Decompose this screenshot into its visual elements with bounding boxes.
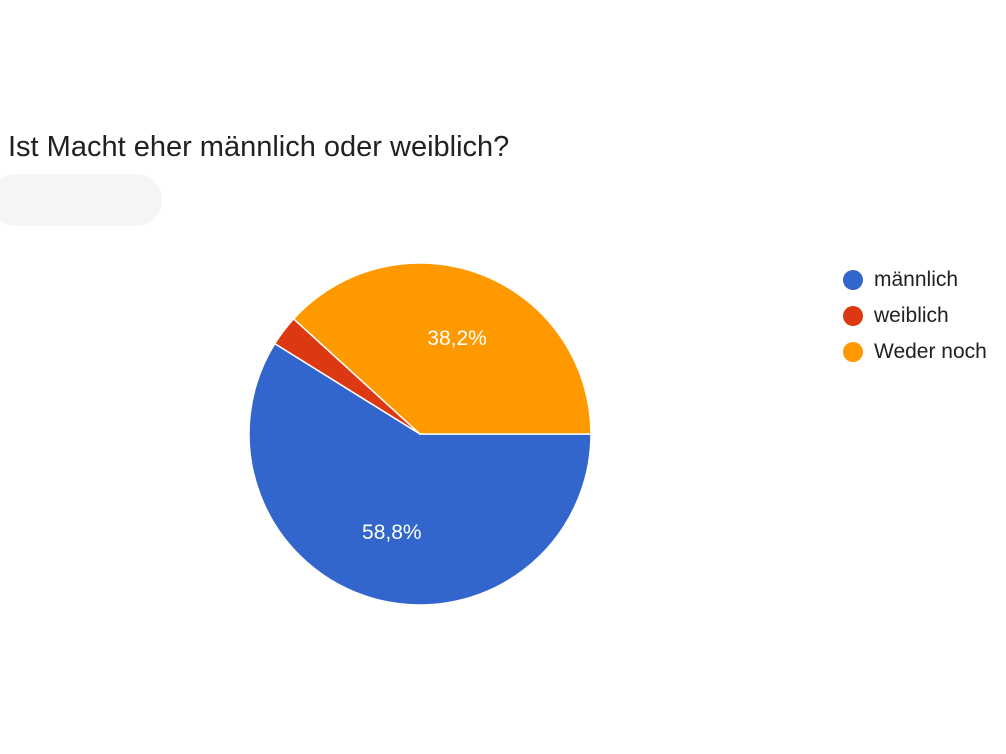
- chart-title: Ist Macht eher männlich oder weiblich?: [8, 131, 510, 163]
- chart-legend: männlich weiblich Weder noch: [843, 262, 987, 370]
- legend-item-maennlich[interactable]: männlich: [843, 262, 987, 298]
- legend-item-weder-noch[interactable]: Weder noch: [843, 334, 987, 370]
- slice-label-maennlich: 58,8%: [362, 521, 422, 544]
- legend-label: Weder noch: [874, 340, 987, 363]
- legend-label: männlich: [874, 268, 959, 291]
- pie-slice-maennlich[interactable]: [248, 342, 592, 606]
- legend-swatch: [843, 270, 863, 290]
- legend-label: weiblich: [874, 304, 949, 327]
- legend-swatch: [843, 342, 863, 362]
- slice-label-weder-noch: 38,2%: [427, 327, 487, 350]
- response-count-badge: [0, 174, 162, 226]
- legend-swatch: [843, 306, 863, 326]
- legend-item-weiblich[interactable]: weiblich: [843, 298, 987, 334]
- pie-slice-weder-noch[interactable]: [292, 262, 592, 435]
